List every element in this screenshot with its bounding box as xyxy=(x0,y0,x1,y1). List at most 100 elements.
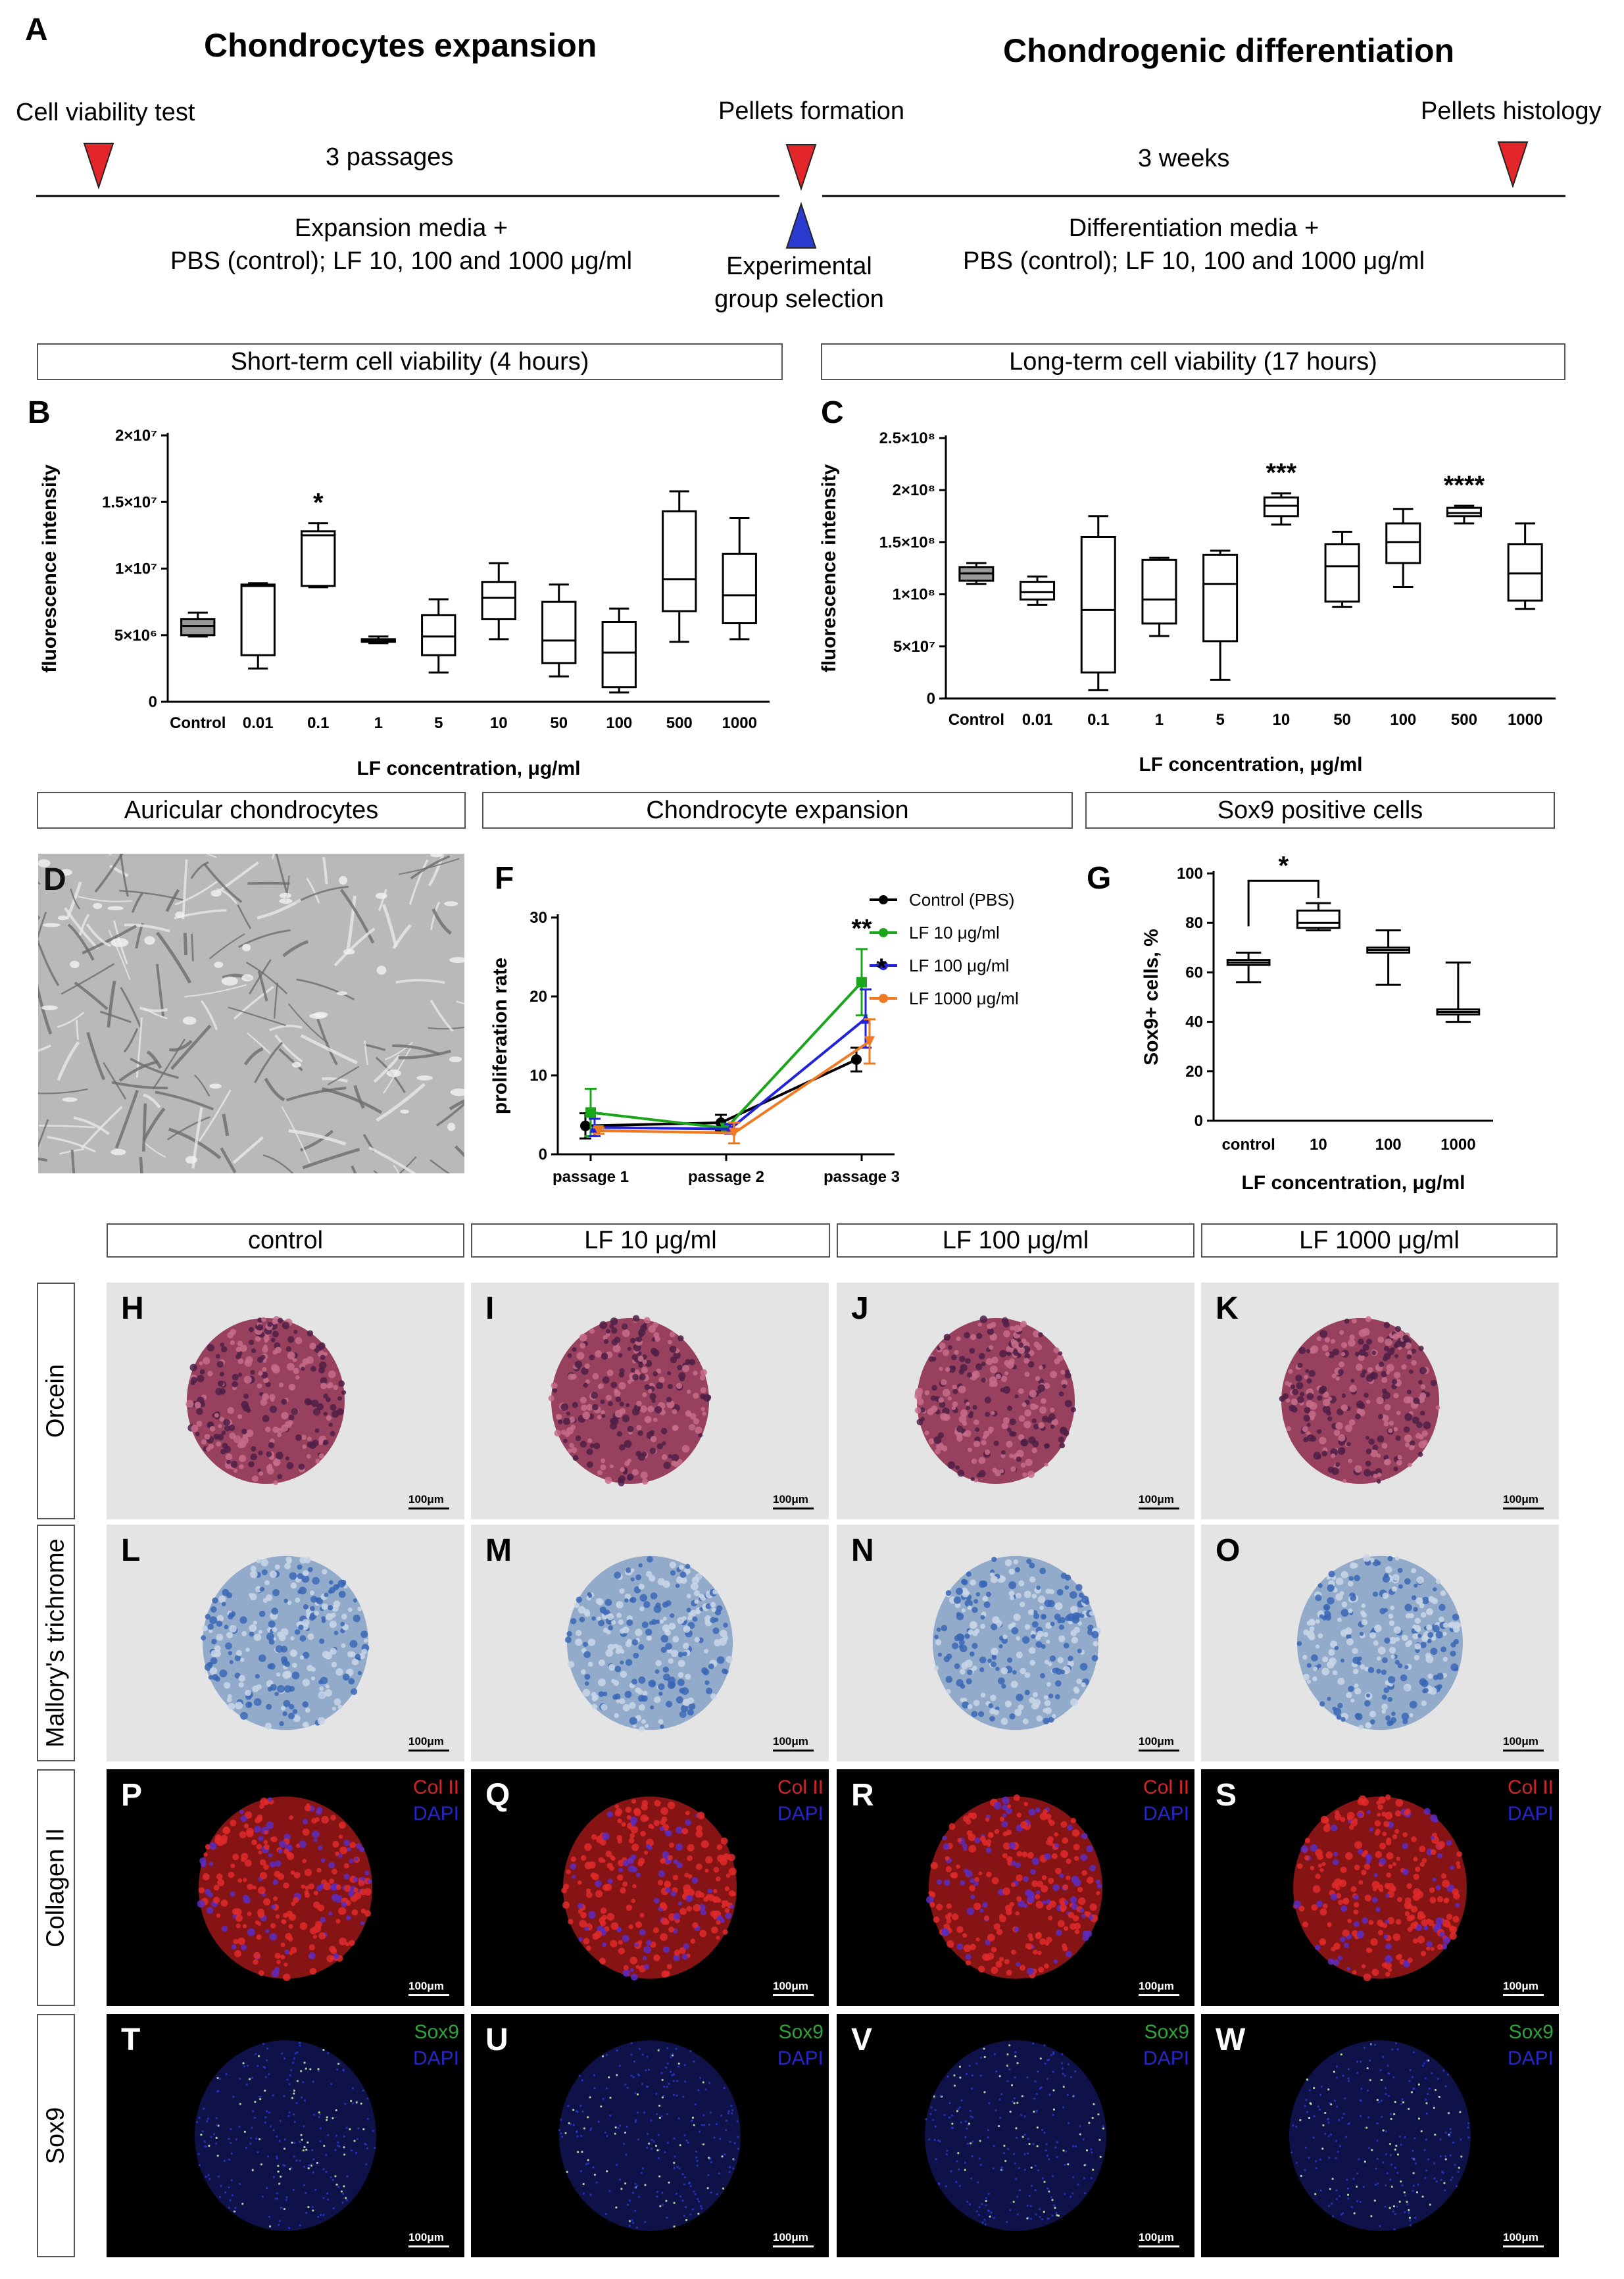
histology-image xyxy=(837,2014,1194,2257)
cell-dot xyxy=(1040,1613,1046,1620)
cell-dot xyxy=(689,2185,692,2188)
cell-dot xyxy=(1389,2178,1392,2181)
cell-dot xyxy=(1366,1338,1373,1345)
cell-dot xyxy=(295,2159,298,2162)
cell-dot xyxy=(206,1907,214,1915)
cell-dot xyxy=(1009,1454,1014,1458)
scale-bar-label: 100μm xyxy=(1503,2231,1538,2243)
cell-dot xyxy=(1073,1688,1080,1694)
cell-dot xyxy=(1406,1640,1413,1646)
cell-dot xyxy=(1312,1676,1317,1682)
cell-dot xyxy=(1092,2169,1095,2171)
x-tick-label: 100 xyxy=(1390,711,1416,729)
cell-dot xyxy=(963,1868,968,1873)
cell-dot xyxy=(343,1873,350,1880)
cell-dot xyxy=(993,2053,996,2055)
cell-dot xyxy=(664,2151,666,2153)
cell-dot xyxy=(698,1433,703,1438)
cell-dot xyxy=(258,1450,263,1456)
cell-dot xyxy=(681,1828,689,1835)
timeline-graphic xyxy=(36,141,1565,249)
cell-dot xyxy=(632,2192,635,2194)
histology-svg xyxy=(471,1769,829,2006)
cell-dot xyxy=(229,2199,232,2201)
cell-dot xyxy=(1335,1377,1340,1381)
cell-dot xyxy=(1003,1842,1010,1850)
cell-dot xyxy=(1023,2153,1026,2155)
cell-dot xyxy=(1070,1591,1077,1599)
box xyxy=(1202,553,1239,643)
cell-dot xyxy=(269,1394,276,1400)
cell-dot xyxy=(712,1589,718,1595)
cell-dot xyxy=(1406,1883,1412,1889)
cell-dot xyxy=(581,2110,584,2113)
cell-dot xyxy=(318,2113,322,2116)
cell-dot xyxy=(622,1626,629,1634)
cell-dot xyxy=(1451,2176,1454,2179)
cell-dot xyxy=(1348,1338,1356,1347)
cell-dot xyxy=(973,1881,979,1886)
cell-dot xyxy=(572,2109,575,2111)
cell-dot xyxy=(313,1838,318,1842)
cell-dot xyxy=(1427,1632,1433,1638)
cell-dot xyxy=(655,2092,658,2095)
cell-dot xyxy=(1001,1684,1006,1689)
cell-dot xyxy=(1059,1873,1064,1878)
cell-dot xyxy=(319,1686,324,1691)
cell-dot xyxy=(1023,1903,1028,1908)
cell-dot xyxy=(1366,2067,1369,2070)
cell-dot xyxy=(1330,1893,1338,1901)
cell-dot xyxy=(677,2117,680,2120)
cell-dot xyxy=(276,2157,278,2160)
cell-dot xyxy=(630,1973,638,1981)
cell-dot xyxy=(956,1425,964,1433)
cell-dot xyxy=(669,2071,672,2073)
cell-dot xyxy=(1390,1654,1395,1659)
cell-dot xyxy=(228,2138,230,2140)
cell-dot xyxy=(993,1923,1000,1930)
cell-dot xyxy=(1002,1634,1008,1640)
cell-dot xyxy=(249,1624,257,1632)
cell-dot xyxy=(722,2187,725,2190)
cell-dot xyxy=(667,1801,676,1809)
cell-process xyxy=(257,970,268,1002)
cell-dot xyxy=(662,1851,670,1859)
cell-dot xyxy=(1433,2162,1436,2165)
cell-dot xyxy=(1026,1967,1035,1975)
cell-dot xyxy=(708,2082,711,2084)
expansion-media-line2: PBS (control); LF 10, 100 and 1000 μg/ml xyxy=(170,247,633,275)
cell-dot xyxy=(664,1971,670,1977)
cell-dot xyxy=(272,1319,278,1325)
cell-dot xyxy=(307,1441,314,1448)
cell-process xyxy=(392,1044,440,1056)
cell-dot xyxy=(939,1401,946,1408)
cell-dot xyxy=(1354,1352,1360,1357)
cell-dot xyxy=(660,1917,668,1925)
cell-dot xyxy=(697,2197,699,2201)
cell-dot xyxy=(355,2151,358,2154)
cell-dot xyxy=(205,1888,211,1896)
cell-dot xyxy=(243,1393,249,1399)
cell-dot xyxy=(616,2074,618,2076)
cell-dot xyxy=(993,1709,999,1715)
cell-dot xyxy=(663,1946,670,1953)
cell-dot xyxy=(191,1425,199,1433)
cell-dot xyxy=(1002,1386,1011,1394)
cell-dot xyxy=(258,1970,264,1976)
cell-dot xyxy=(273,1460,280,1467)
cell-dot xyxy=(241,1429,247,1434)
cell-dot xyxy=(1044,1853,1051,1860)
cell-dot xyxy=(1051,1713,1056,1719)
cell-dot xyxy=(1369,1632,1377,1639)
cell-dot xyxy=(341,1643,346,1648)
cell-body xyxy=(175,911,184,918)
cell-dot xyxy=(318,1453,325,1459)
cell-dot xyxy=(1015,2178,1018,2180)
cell-process xyxy=(38,1125,95,1129)
cell-dot xyxy=(1415,1597,1423,1605)
column-header-lf1000: LF 1000 μg/ml xyxy=(1201,1223,1558,1258)
cell-body xyxy=(449,957,464,964)
cell-dot xyxy=(1450,1642,1456,1648)
cell-dot xyxy=(299,1922,308,1930)
cell-dot xyxy=(1455,2185,1458,2188)
